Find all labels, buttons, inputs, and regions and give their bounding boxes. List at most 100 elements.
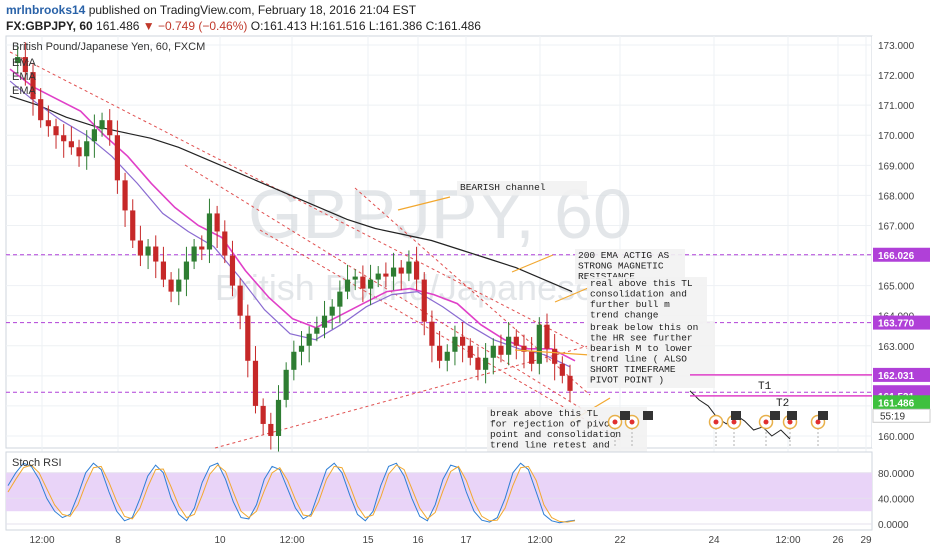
candle-body [536,324,542,364]
arrow-breakbelow [514,349,591,356]
arrow-ema200 [511,254,554,273]
candle-body [344,279,351,292]
level-tag [873,315,930,330]
last-price: 161.486 [96,19,140,33]
time-tick: 17 [460,535,472,546]
annotation-line: 200 EMA ACTIG AS [578,250,670,261]
event-badge-icon [770,411,780,420]
countdown: 55:19 [880,411,905,422]
candle-body [429,321,435,346]
price-tick: 173.000 [878,41,915,52]
channel-top-line [9,51,611,361]
annotation-line: break below this on [590,322,698,333]
candle-body [306,333,312,346]
price-tick: 163.000 [878,342,915,353]
time-tick: 15 [362,535,374,546]
candle-body [229,255,236,286]
candle-body [45,120,51,127]
candle-body [398,267,404,274]
candle-body [390,267,397,277]
channel-inner-line [354,187,591,396]
symbol[interactable]: FX:GBPJPY, 60 [6,19,93,33]
candle-body [176,279,182,292]
candle-body [506,336,512,355]
candle-body [367,279,374,289]
annotation-line: SHORT TIMEFRAME [590,364,676,375]
price-tags: 166.026163.770161.455162.031161.531161.4… [690,247,931,423]
change: ▼ −0.749 (−0.46%) [142,19,248,33]
annotation-line: RESISTANCE [578,271,635,282]
main-pane [5,35,873,449]
stoch-series-line [7,462,576,524]
candle-body [475,357,481,370]
horizontal-grid [6,44,872,437]
arrow-bearish [397,196,451,211]
candle-body [53,126,59,136]
published-text: published on TradingView.com, February 1… [88,3,417,17]
stoch-axis-labels: 80.0000 40.0000 0.0000 [878,469,915,531]
time-tick: 26 [832,535,844,546]
price-tick: 167.000 [878,221,915,232]
horizontal-levels [6,254,872,393]
candle-body [421,279,427,322]
price-tag [873,395,930,410]
candle-body [38,99,44,121]
annotation-line: break above this TL [490,408,599,419]
candle-body [245,315,251,361]
candle-body [291,351,297,370]
price-tick: 168.000 [878,191,915,202]
candle-body [99,120,105,130]
annotation-box [587,321,715,388]
event-markers [607,411,828,448]
event-badge-icon [643,411,653,420]
candle-body [61,135,67,142]
candle-body [68,141,74,148]
publish-line: mrlnbrooks14 published on TradingView.co… [6,3,416,17]
stoch-tick: 0.0000 [878,520,909,531]
countdown-box [872,408,931,423]
target-label: T1 [758,381,772,393]
candle-body [168,279,174,292]
annotation-line: further bull m [590,299,670,310]
candle-body [552,348,558,364]
time-axis[interactable]: 12:00 8 10 12:00 15 16 17 12:00 22 24 12:00 26 29 [29,535,872,546]
price-tick: 170.000 [878,131,915,142]
annotation-box [457,181,587,196]
candle-body [298,345,305,352]
candle-body [76,147,82,157]
candle-body [483,357,489,370]
candle-body [160,261,167,280]
candle-body [199,246,205,250]
event-flag-dot [713,419,719,425]
candle-body [268,423,274,436]
candle-body [337,291,343,307]
time-tick: 12:00 [527,535,552,546]
open-value: O:161.413 [250,19,307,33]
time-tick: 12:00 [279,535,304,546]
stoch-series-line [7,464,576,523]
candle-body [183,261,190,280]
event-flag-dot [763,419,769,425]
candle-body [107,120,113,136]
event-badge-icon [731,411,741,420]
candle-body [529,351,535,364]
ema-label: EMA [12,57,37,69]
annotation-line: trend line ( ALSO [590,354,687,365]
low-value: L:161.386 [368,19,423,33]
candle-body [513,336,519,346]
author-link[interactable]: mrlnbrooks14 [6,3,86,17]
candle-body [252,360,259,406]
candle-body [91,129,97,142]
time-tick: 10 [214,535,226,546]
candle-body [521,345,527,352]
candle-body [15,57,21,64]
candle-body [567,375,573,391]
candle-body [137,240,144,256]
stoch-lines [7,462,576,524]
price-tick: 165.000 [878,282,915,293]
level-label: 166.026 [878,251,915,262]
candle-body [114,135,120,181]
target-label: T2 [776,398,789,410]
